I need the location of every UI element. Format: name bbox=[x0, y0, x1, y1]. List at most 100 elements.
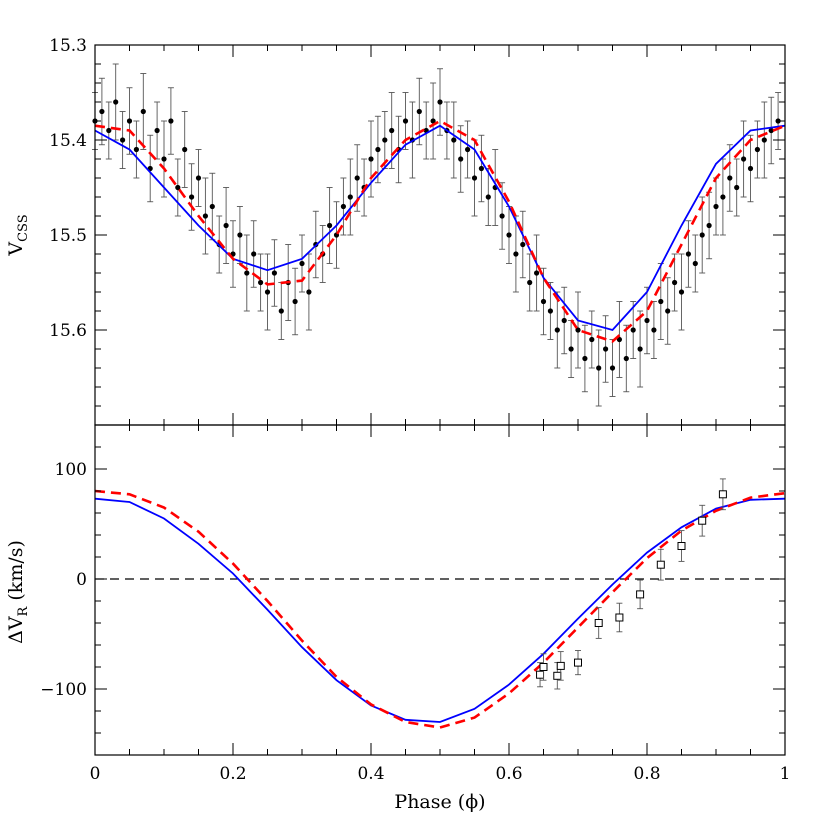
light-curve-series bbox=[92, 63, 786, 407]
rv-data-point bbox=[536, 670, 545, 679]
photometry-point bbox=[547, 308, 554, 314]
photometry-point bbox=[389, 127, 395, 134]
y-tick-label: −100 bbox=[40, 680, 87, 700]
light-curve-axes: 15.3 15.4 15.5 15.6 bbox=[49, 36, 786, 426]
radial-velocity-axes: −100 0 100 0 0.2 0.4 0.6 0.8 1 bbox=[40, 424, 791, 784]
photometry-point bbox=[603, 346, 609, 352]
photometry-point bbox=[623, 355, 629, 362]
rv-y-axis-main: ΔV bbox=[5, 616, 27, 644]
photometry-point bbox=[651, 327, 657, 333]
rv-data-point bbox=[553, 671, 562, 680]
photometry-point bbox=[465, 146, 471, 153]
radial-velocity-y-axis-title: ΔVR (km/s) bbox=[5, 540, 31, 644]
y-tick-label: 15.6 bbox=[49, 321, 87, 341]
photometry-point bbox=[368, 156, 374, 162]
photometry-point bbox=[126, 118, 133, 124]
photometry-point bbox=[637, 346, 643, 352]
photometry-point bbox=[513, 251, 519, 257]
photometry-point bbox=[706, 222, 712, 229]
photometry-point bbox=[292, 298, 298, 305]
photometry-point bbox=[761, 137, 767, 143]
rv-data-point bbox=[656, 560, 665, 569]
rv-data-point bbox=[718, 490, 727, 499]
photometry-point bbox=[568, 346, 574, 352]
rv-data-point bbox=[594, 619, 603, 627]
photometry-point bbox=[168, 118, 174, 124]
model-curve-solid bbox=[94, 497, 786, 723]
x-tick-label: 0.6 bbox=[495, 764, 522, 784]
photometry-point bbox=[692, 260, 698, 267]
photometry-point bbox=[202, 213, 208, 219]
photometry-point bbox=[630, 327, 636, 333]
photometry-point bbox=[189, 194, 195, 200]
photometry-point bbox=[258, 279, 264, 286]
y-tick-label: 15.3 bbox=[49, 36, 87, 56]
photometry-point bbox=[527, 279, 533, 286]
photometry-point bbox=[271, 270, 277, 276]
photometry-point bbox=[451, 137, 457, 143]
photometry-point bbox=[161, 156, 167, 162]
photometry-point bbox=[685, 251, 692, 257]
x-tick-label: 0 bbox=[90, 764, 101, 784]
photometry-point bbox=[278, 308, 284, 314]
rv-data-point bbox=[556, 661, 565, 670]
photometry-point bbox=[237, 232, 243, 238]
photometry-point bbox=[754, 146, 761, 153]
photometry-point bbox=[478, 165, 484, 172]
light-curve-panel: 15.3 15.4 15.5 15.6 VCSS bbox=[5, 36, 786, 426]
photometry-point bbox=[264, 289, 271, 295]
radial-velocity-series bbox=[94, 478, 786, 729]
rv-y-axis-units: (km/s) bbox=[5, 540, 27, 607]
photometry-point bbox=[471, 175, 478, 181]
photometry-point bbox=[458, 156, 464, 162]
photometry-point bbox=[589, 336, 595, 343]
photometry-point bbox=[741, 156, 747, 162]
model-curve-solid bbox=[94, 124, 786, 332]
photometry-point bbox=[244, 270, 250, 276]
radial-velocity-frame bbox=[94, 424, 786, 756]
rv-y-axis-subscript: R bbox=[16, 605, 31, 616]
photometry-point bbox=[520, 241, 526, 248]
y-tick-label: 100 bbox=[55, 460, 87, 480]
y-axis-subscript: CSS bbox=[16, 214, 31, 242]
photometry-point bbox=[175, 184, 181, 191]
photometry-point bbox=[402, 118, 409, 124]
photometry-point bbox=[437, 99, 443, 105]
photometry-point bbox=[354, 175, 360, 181]
photometry-point bbox=[154, 127, 160, 134]
x-tick-label: 1 bbox=[780, 764, 791, 784]
photometry-point bbox=[678, 289, 685, 295]
photometry-point bbox=[561, 317, 567, 324]
photometry-point bbox=[133, 146, 139, 153]
radial-velocity-panel: −100 0 100 0 0.2 0.4 0.6 0.8 1 ΔVR (km/s) Phase … bbox=[5, 424, 791, 813]
photometry-point bbox=[609, 365, 616, 371]
model-curve-dashed bbox=[94, 489, 786, 729]
photometry-point bbox=[713, 203, 719, 210]
rv-data-point bbox=[574, 658, 582, 667]
photometry-point bbox=[644, 317, 650, 324]
photometry-point bbox=[658, 298, 664, 305]
photometry-point bbox=[485, 194, 491, 200]
photometry-point bbox=[113, 99, 119, 105]
y-tick-label: 0 bbox=[76, 570, 87, 590]
photometry-point bbox=[223, 222, 229, 229]
photometry-point bbox=[195, 175, 202, 181]
x-axis-title: Phase (ϕ) bbox=[394, 791, 485, 813]
x-tick-label: 0.8 bbox=[633, 764, 660, 784]
x-tick-label: 0.4 bbox=[357, 764, 384, 784]
photometry-point bbox=[672, 279, 678, 286]
photometry-point bbox=[665, 308, 671, 314]
model-curve-dashed bbox=[94, 119, 786, 343]
photometry-point bbox=[251, 251, 257, 257]
photometry-point bbox=[699, 232, 705, 238]
photometry-point bbox=[768, 127, 774, 134]
photometry-point bbox=[382, 137, 388, 143]
rv-data-point bbox=[615, 613, 624, 622]
photometry-point bbox=[416, 108, 422, 115]
photometry-point bbox=[554, 327, 560, 333]
photometry-point bbox=[720, 194, 726, 200]
photometry-point bbox=[734, 184, 740, 191]
y-tick-label: 15.5 bbox=[49, 226, 87, 246]
photometry-point bbox=[747, 165, 754, 172]
